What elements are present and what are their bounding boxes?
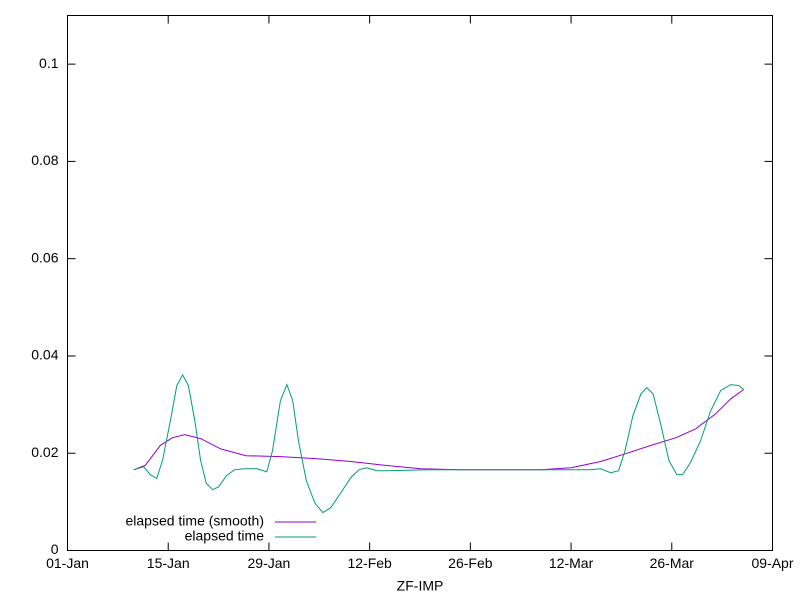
x-tick-label: 26-Mar [650, 555, 695, 571]
x-tick-label: 15-Jan [147, 555, 190, 571]
data-line [133, 373, 745, 514]
legend-label: elapsed time [185, 528, 265, 544]
data-line [133, 389, 744, 471]
y-tick-label: 0 [51, 541, 59, 557]
plot-frame [67, 15, 773, 551]
x-axis-label: ZF-IMP [397, 578, 444, 594]
y-tick-label: 0.1 [39, 55, 59, 71]
x-tick-label: 09-Apr [751, 555, 793, 571]
x-tick-label: 12-Mar [549, 555, 594, 571]
x-tick-label: 12-Feb [347, 555, 392, 571]
y-tick-label: 0.04 [31, 347, 58, 363]
y-tick-label: 0.02 [31, 444, 58, 460]
x-tick-label: 29-Jan [248, 555, 291, 571]
x-tick-label: 01-Jan [46, 555, 89, 571]
legend-label: elapsed time (smooth) [125, 513, 264, 529]
x-tick-label: 26-Feb [448, 555, 493, 571]
y-tick-label: 0.08 [31, 152, 58, 168]
y-tick-label: 0.06 [31, 249, 58, 265]
